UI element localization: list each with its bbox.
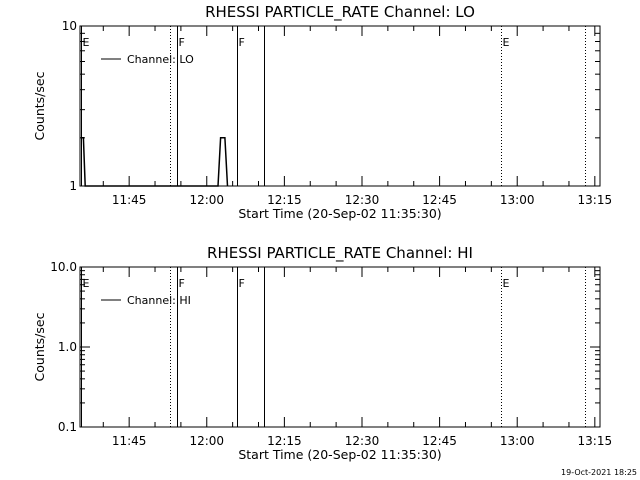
y-axis-label: Counts/sec xyxy=(32,71,47,140)
x-tick-label: 11:45 xyxy=(112,434,147,448)
x-tick-label: 12:00 xyxy=(189,193,224,207)
x-tick-label: 12:30 xyxy=(345,193,380,207)
flag-label: E xyxy=(503,277,510,290)
x-tick-label: 13:00 xyxy=(500,434,535,448)
x-tick-label: 13:15 xyxy=(578,193,613,207)
footer-timestamp: 19-Oct-2021 18:25 xyxy=(561,468,637,477)
y-tick-label: 10 xyxy=(62,19,77,33)
y-tick-label: 10.0 xyxy=(50,260,77,274)
plot-frame xyxy=(79,266,601,428)
x-tick-label: 13:15 xyxy=(578,434,613,448)
y-tick-label: 0.1 xyxy=(58,420,77,434)
flag-label: E xyxy=(503,36,510,49)
y-axis-label: Counts/sec xyxy=(32,312,47,381)
x-tick-label: 11:45 xyxy=(112,193,147,207)
flag-label: E xyxy=(83,277,90,290)
flag-label: E xyxy=(83,36,90,49)
legend-label: Channel: LO xyxy=(127,53,194,66)
x-axis-label: Start Time (20-Sep-02 11:35:30) xyxy=(238,206,441,221)
flag-label: F xyxy=(239,277,245,290)
x-tick-label: 12:45 xyxy=(422,434,457,448)
y-tick-label: 1 xyxy=(69,179,77,193)
flag-label: F xyxy=(179,36,185,49)
x-axis-label: Start Time (20-Sep-02 11:35:30) xyxy=(238,447,441,462)
flag-label: F xyxy=(239,36,245,49)
y-tick-label: 1.0 xyxy=(58,340,77,354)
series-line xyxy=(80,137,229,187)
x-tick-label: 12:15 xyxy=(267,193,302,207)
chart-title: RHESSI PARTICLE_RATE Channel: HI xyxy=(207,244,473,263)
flag-label: F xyxy=(179,277,185,290)
x-tick-label: 12:15 xyxy=(267,434,302,448)
legend-label: Channel: HI xyxy=(127,294,191,307)
plot-frame xyxy=(79,25,601,187)
chart-title: RHESSI PARTICLE_RATE Channel: LO xyxy=(205,3,475,22)
x-tick-label: 13:00 xyxy=(500,193,535,207)
x-tick-label: 12:00 xyxy=(189,434,224,448)
x-tick-label: 12:45 xyxy=(422,193,457,207)
x-tick-label: 12:30 xyxy=(345,434,380,448)
